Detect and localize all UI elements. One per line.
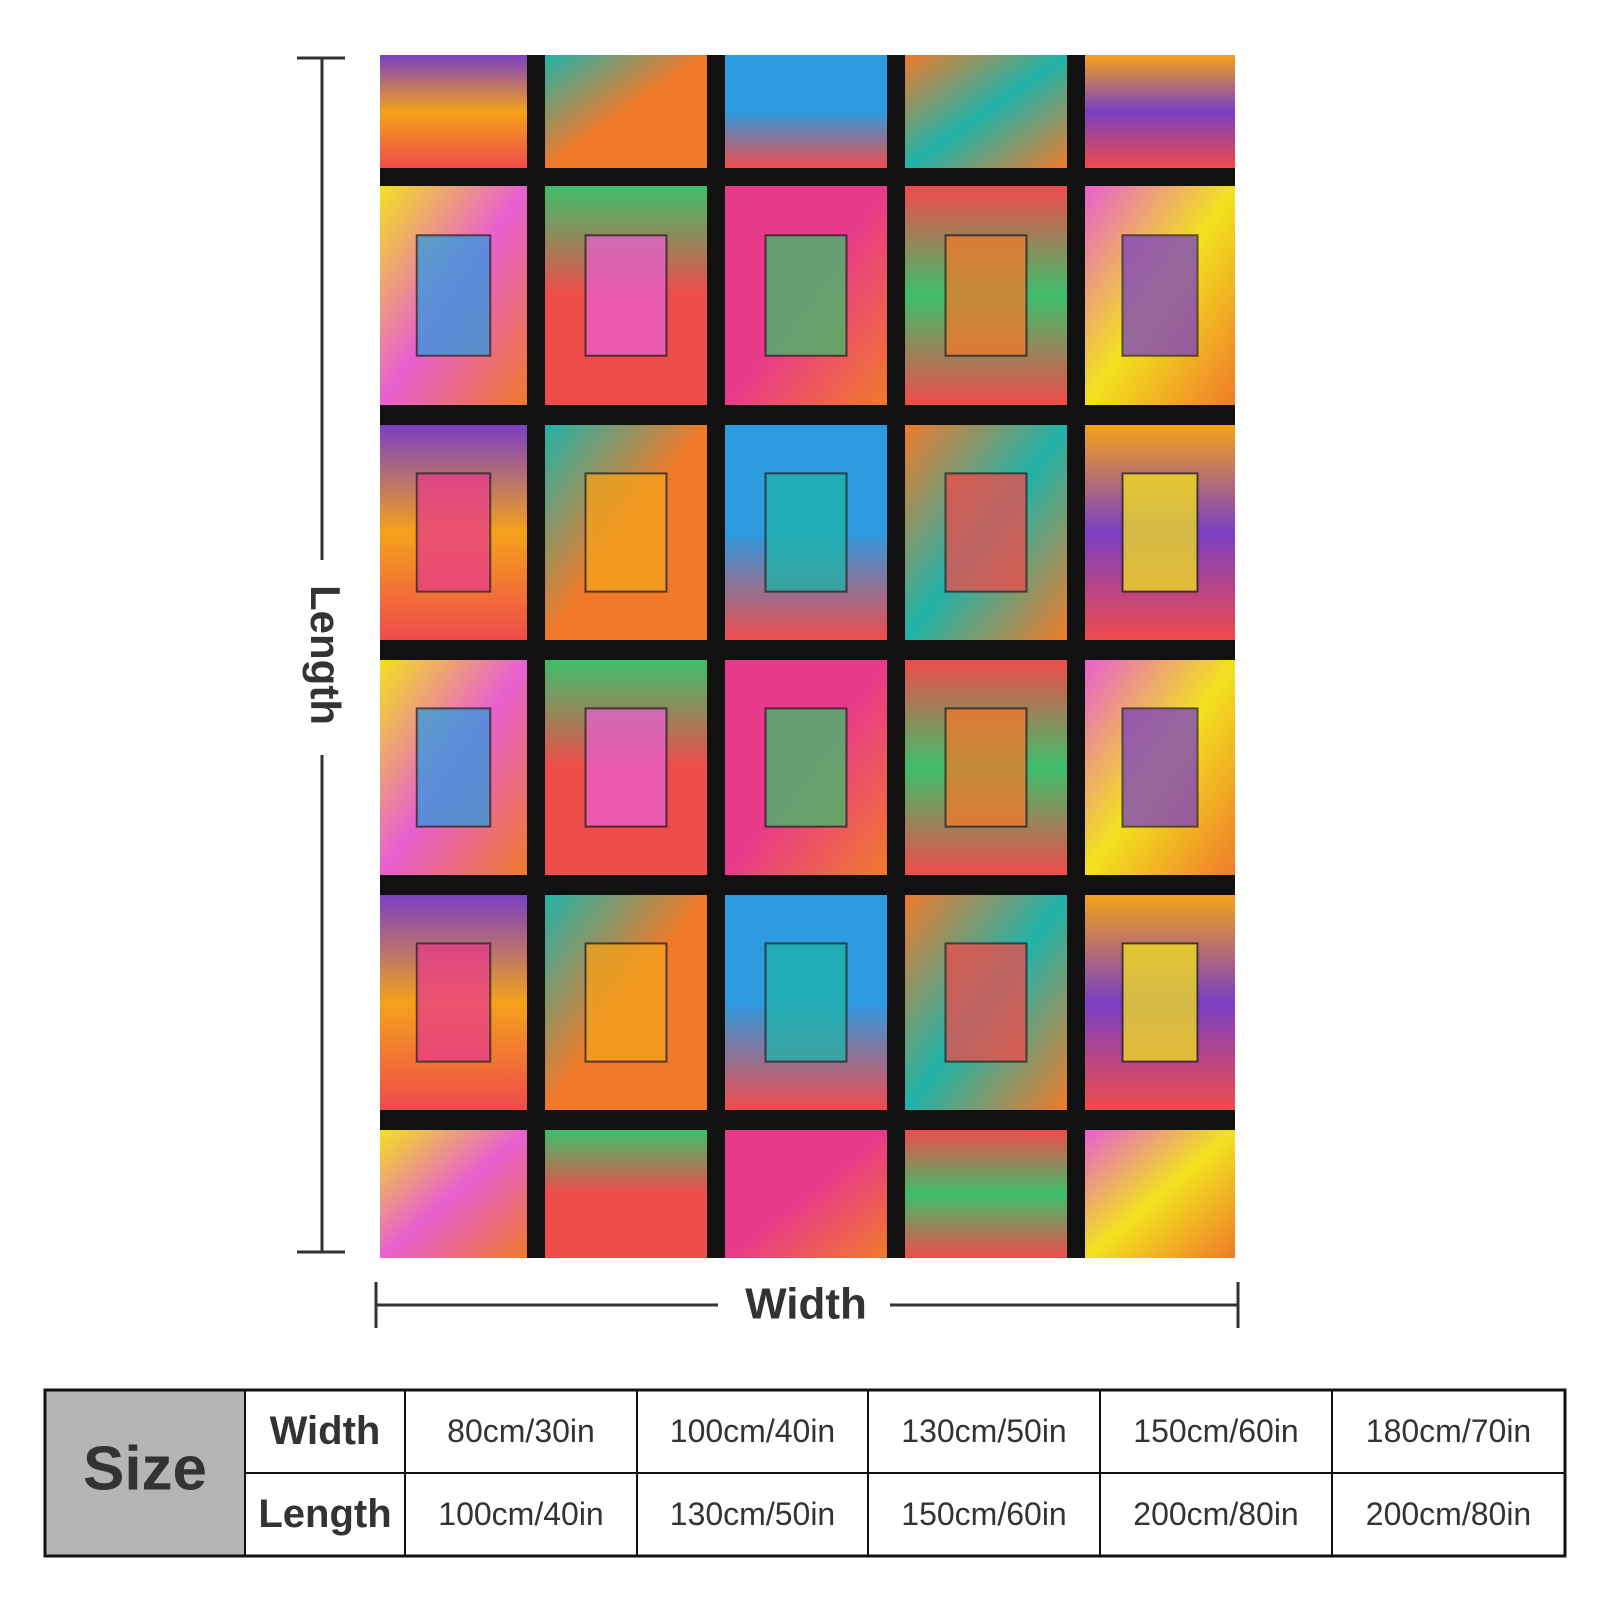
tile-inset xyxy=(764,942,848,1063)
tile xyxy=(545,55,707,168)
tile-inset xyxy=(1121,234,1199,357)
tile xyxy=(380,1130,527,1258)
tile-inset xyxy=(415,472,492,593)
size-cell: 200cm/80in xyxy=(1366,1496,1531,1532)
tile-inset xyxy=(415,707,492,828)
row-header: Width xyxy=(270,1409,381,1453)
tile-inset xyxy=(764,234,848,357)
tile-inset xyxy=(584,942,668,1063)
size-cell: 200cm/80in xyxy=(1133,1496,1298,1532)
size-cell: 80cm/30in xyxy=(447,1413,595,1449)
tile-inset xyxy=(415,234,492,357)
corner-label: Size xyxy=(83,1434,207,1503)
tile-inset xyxy=(764,472,848,593)
size-cell: 130cm/50in xyxy=(670,1496,835,1532)
size-cell: 150cm/60in xyxy=(901,1496,1066,1532)
tile xyxy=(380,55,527,168)
tile-inset xyxy=(764,707,848,828)
size-cell: 100cm/40in xyxy=(438,1496,603,1532)
tile-inset xyxy=(584,472,668,593)
tile xyxy=(725,1130,887,1258)
tile-inset xyxy=(944,942,1028,1063)
tile xyxy=(545,1130,707,1258)
tile-inset xyxy=(584,707,668,828)
size-cell: 130cm/50in xyxy=(901,1413,1066,1449)
tile xyxy=(1085,55,1235,168)
length-label: Length xyxy=(302,585,349,725)
width-arrow xyxy=(374,1282,1240,1328)
size-table: Size Width 80cm/30in 100cm/40in 130cm/50in 1… xyxy=(43,1388,1567,1558)
tile-inset xyxy=(584,234,668,357)
size-cell: 100cm/40in xyxy=(670,1413,835,1449)
tile-inset xyxy=(1121,707,1199,828)
tile-inset xyxy=(1121,942,1199,1063)
tile-inset xyxy=(944,234,1028,357)
corner-cell xyxy=(45,1390,245,1556)
length-arrow xyxy=(297,56,345,1254)
tile-inset xyxy=(944,472,1028,593)
tile xyxy=(1085,1130,1235,1258)
tile xyxy=(725,55,887,168)
row-header: Length xyxy=(258,1492,391,1536)
size-cell: 150cm/60in xyxy=(1133,1413,1298,1449)
tile-inset xyxy=(415,942,492,1063)
blanket-pattern xyxy=(380,55,1235,1258)
size-cell: 180cm/70in xyxy=(1366,1413,1531,1449)
width-label: Width xyxy=(745,1280,867,1329)
tile xyxy=(905,1130,1067,1258)
tile xyxy=(905,55,1067,168)
tile-inset xyxy=(1121,472,1199,593)
tile-inset xyxy=(944,707,1028,828)
